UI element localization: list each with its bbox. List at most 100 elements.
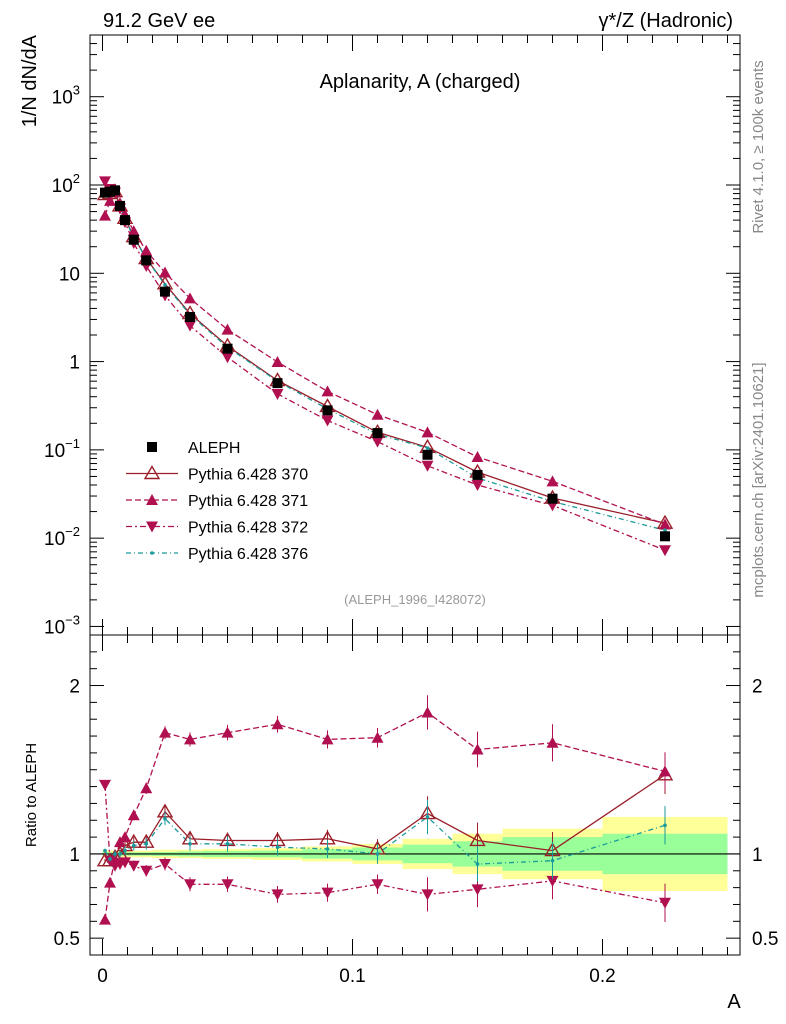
point-p372 xyxy=(271,388,284,400)
y-tick-label: 1 xyxy=(69,353,80,374)
y-tick-exponent: −3 xyxy=(65,612,80,627)
point-aleph xyxy=(128,234,139,245)
point-p372 xyxy=(321,415,334,427)
ratio-point-p376 xyxy=(108,857,112,861)
legend-label-p376: Pythia 6.428 376 xyxy=(188,546,308,563)
y-tick-mantissa: 10 xyxy=(52,176,73,197)
ratio-frame xyxy=(89,634,741,956)
main-panel: Aplanarity, A (charged) 1/N dN/dA (ALEPH… xyxy=(19,34,741,638)
ratio-point-p372 xyxy=(119,857,131,869)
analysis-id-label: (ALEPH_1996_I428072) xyxy=(344,592,486,607)
point-p372 xyxy=(371,436,384,448)
point-aleph xyxy=(160,286,170,297)
point-p371 xyxy=(184,292,196,304)
point-p371 xyxy=(99,209,111,221)
point-aleph xyxy=(372,428,383,439)
point-aleph xyxy=(141,255,152,266)
legend-marker-p371 xyxy=(146,494,158,505)
ratio-point-p376 xyxy=(118,852,122,856)
y-tick-label: 10−3 xyxy=(44,612,80,638)
point-aleph xyxy=(115,200,125,211)
ratio-point-p372 xyxy=(371,879,384,891)
point-aleph xyxy=(422,449,433,460)
ratio-point-p370 xyxy=(469,832,486,847)
legend-label-p372: Pythia 6.428 372 xyxy=(188,520,308,537)
point-p371 xyxy=(140,244,153,256)
main-y-axis-label: 1/N dN/dA xyxy=(19,34,41,127)
point-p371 xyxy=(221,323,234,335)
ratio-point-p371 xyxy=(321,733,334,745)
point-p372 xyxy=(471,480,484,491)
ratio-point-p371 xyxy=(471,743,484,755)
main-frame xyxy=(89,34,741,636)
ratio-point-p371 xyxy=(184,733,196,745)
legend: ALEPH Pythia 6.428 370 Pythia 6.428 371 Pyt… xyxy=(126,440,308,563)
legend-label-p371: Pythia 6.428 371 xyxy=(188,493,308,510)
ratio-point-p376 xyxy=(163,816,167,821)
y-tick-exponent: 2 xyxy=(73,171,80,186)
rivet-version-label: Rivet 4.1.0, ≥ 100k events xyxy=(750,60,767,233)
y-tick-mantissa: 10 xyxy=(44,441,65,462)
ratio-point-p371 xyxy=(371,731,384,743)
y-tick-label: 103 xyxy=(52,83,80,109)
point-p371 xyxy=(271,355,284,367)
ratio-point-p371 xyxy=(271,718,284,730)
ratio-point-p371 xyxy=(119,831,131,843)
y-tick-label: 102 xyxy=(52,171,80,197)
ratio-point-p372 xyxy=(546,875,559,887)
ratio-point-p371 xyxy=(659,765,671,777)
point-p371 xyxy=(371,408,384,420)
mcplots-label: mcplots.cern.ch [arXiv:2401.10621] xyxy=(750,362,767,597)
y-tick-mantissa: 10 xyxy=(59,264,80,285)
point-p376 xyxy=(425,446,430,450)
ratio-point-p372 xyxy=(321,887,334,899)
point-p371 xyxy=(659,518,671,530)
y-tick-mantissa: 1 xyxy=(69,353,80,374)
ratio-point-p376 xyxy=(425,815,430,819)
point-p371 xyxy=(471,451,484,463)
ratio-y-tick-label-right: 2 xyxy=(752,677,763,698)
point-p376 xyxy=(663,528,667,533)
point-p376 xyxy=(163,283,167,287)
y-tick-label: 10−1 xyxy=(44,436,80,462)
ratio-point-p376 xyxy=(131,843,136,848)
main-title: Aplanarity, A (charged) xyxy=(320,71,521,93)
ratio-point-p372 xyxy=(421,889,434,901)
ratio-point-p372 xyxy=(184,879,196,891)
x-tick-label: 0.1 xyxy=(339,966,365,987)
ratio-point-p371 xyxy=(127,809,140,821)
legend-label-aleph: ALEPH xyxy=(188,440,240,457)
ratio-point-p372 xyxy=(271,889,284,901)
ratio-point-p376 xyxy=(475,862,480,866)
ratio-point-p376 xyxy=(123,848,127,853)
point-p371 xyxy=(321,385,334,397)
ratio-point-p376 xyxy=(113,852,117,856)
ratio-y-tick-label-right: 1 xyxy=(752,845,763,866)
point-aleph xyxy=(660,531,670,542)
ratio-point-p371 xyxy=(421,706,434,718)
point-aleph xyxy=(272,378,283,389)
ratio-point-p372 xyxy=(471,884,484,896)
point-p371 xyxy=(127,225,140,237)
ratio-panel: Ratio to ALEPH 0 0.1 0.2 0.5 0.5 1 1 2 2 A xyxy=(23,634,778,1013)
main-marks xyxy=(96,176,674,557)
point-aleph xyxy=(222,343,233,354)
legend-marker-p372 xyxy=(146,521,158,533)
ratio-point-p371 xyxy=(159,726,171,738)
ratio-point-p372 xyxy=(127,860,140,872)
ratio-point-p376 xyxy=(225,842,230,846)
x-axis-label: A xyxy=(727,991,741,1013)
ratio-point-p372 xyxy=(140,865,153,877)
header-process-label: γ*/Z (Hadronic) xyxy=(599,10,733,32)
header-energy-label: 91.2 GeV ee xyxy=(103,10,215,32)
legend-label-p370: Pythia 6.428 370 xyxy=(188,467,308,484)
point-p371 xyxy=(421,426,434,438)
point-p372 xyxy=(221,352,234,364)
ratio-point-p376 xyxy=(663,823,667,828)
ratio-point-p376 xyxy=(188,842,192,846)
point-p372 xyxy=(184,320,196,332)
ratio-point-p372 xyxy=(99,779,111,791)
point-p372 xyxy=(421,460,434,472)
point-aleph xyxy=(110,185,120,196)
